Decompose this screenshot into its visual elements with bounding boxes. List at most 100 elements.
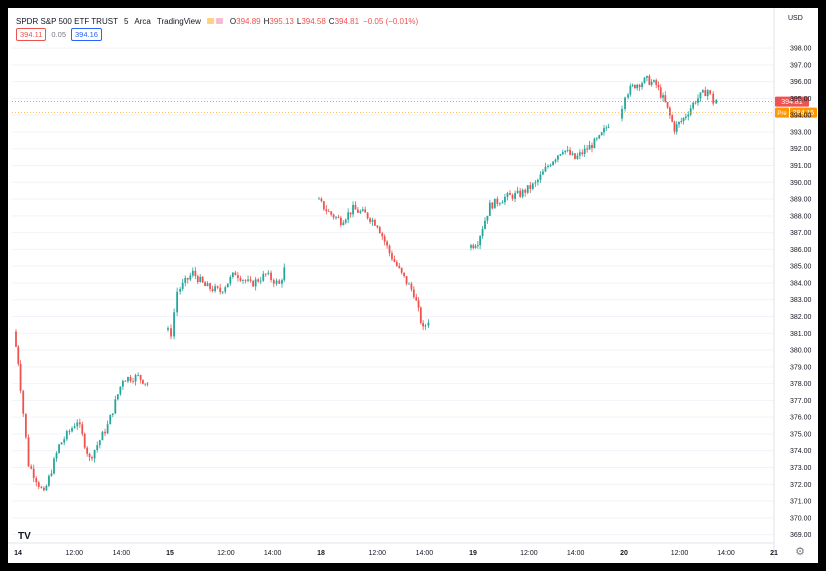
candle-body xyxy=(201,276,204,283)
candle-body xyxy=(408,283,410,285)
candle-body xyxy=(226,283,229,288)
candle-body xyxy=(116,394,119,400)
candlestick-chart[interactable]: 394.81 Pre 394.15 369.00 370.00 371.00 372.00… xyxy=(8,8,818,563)
y-tick-label: 390.00 xyxy=(790,180,812,187)
candle-body xyxy=(176,291,179,313)
y-tick-label: 374.00 xyxy=(790,448,812,455)
candle-body xyxy=(101,431,104,441)
x-tick-label: 21 xyxy=(770,550,778,557)
candle-body xyxy=(19,363,22,391)
ask-button[interactable]: 394.16 xyxy=(71,28,102,41)
candle-body xyxy=(111,413,114,415)
candle-body xyxy=(63,439,66,443)
candle-body xyxy=(496,198,499,204)
candle-body xyxy=(646,75,648,78)
market-status-icon[interactable] xyxy=(206,18,214,24)
candle-body xyxy=(249,279,252,281)
candle-body xyxy=(701,90,704,93)
candle-body xyxy=(671,115,674,122)
candle-body xyxy=(278,280,281,284)
candle-body xyxy=(699,92,702,99)
candle-body xyxy=(354,204,357,210)
candle-body xyxy=(244,280,247,281)
candle-body xyxy=(415,297,418,301)
candle-body xyxy=(129,376,132,382)
candle-body xyxy=(109,414,112,425)
candle-body xyxy=(272,279,275,284)
candle-body xyxy=(657,84,660,88)
candle-body xyxy=(697,98,699,103)
candle-body xyxy=(591,144,593,149)
y-tick-label: 397.00 xyxy=(790,62,812,69)
x-tick-label: 12:00 xyxy=(368,550,386,557)
candle-body xyxy=(374,219,376,226)
y-tick-label: 386.00 xyxy=(790,247,812,254)
pre-price-tag xyxy=(790,107,817,118)
chart-frame[interactable]: 394.81 Pre 394.15 369.00 370.00 371.00 372.00… xyxy=(8,8,818,563)
candle-body xyxy=(673,121,676,132)
x-tick-label: 14 xyxy=(14,550,22,557)
open-label: O xyxy=(229,16,237,26)
candle-body xyxy=(91,457,93,459)
candle-body xyxy=(549,165,552,167)
candle-body xyxy=(369,218,371,222)
candle-body xyxy=(264,273,267,275)
tradingview-logo-icon[interactable]: TV xyxy=(18,531,31,542)
x-tick-label: 14:00 xyxy=(717,550,735,557)
candle-body xyxy=(199,276,202,283)
candle-body xyxy=(211,288,214,292)
candle-body xyxy=(189,275,192,280)
candle-body xyxy=(578,152,581,156)
realtime-flag-icon[interactable] xyxy=(215,18,223,24)
candle-body xyxy=(557,155,559,160)
candle-body xyxy=(678,121,680,125)
interval[interactable]: 5 xyxy=(123,16,129,26)
high-value: 395.13 xyxy=(269,16,294,26)
candle-body xyxy=(403,272,406,277)
candle-body xyxy=(470,245,472,248)
candle-body xyxy=(662,95,664,98)
candle-body xyxy=(680,121,683,122)
candle-body xyxy=(488,202,491,216)
candle-body xyxy=(536,179,539,183)
candle-body xyxy=(627,94,629,98)
candle-body xyxy=(122,380,124,387)
candle-body xyxy=(327,211,330,212)
candle-body xyxy=(283,267,286,281)
candle-body xyxy=(419,307,422,323)
candle-body xyxy=(96,445,99,451)
gear-icon[interactable]: ⚙ xyxy=(795,546,805,558)
candle-body xyxy=(629,85,632,95)
candle-body xyxy=(481,229,484,237)
candle-body xyxy=(239,277,242,281)
currency-selector[interactable]: USD xyxy=(788,15,803,22)
candle-body xyxy=(347,212,350,220)
y-tick-label: 384.00 xyxy=(790,280,812,287)
last-price-tag xyxy=(775,96,809,107)
candle-body xyxy=(692,102,695,109)
bid-button[interactable]: 394.11 xyxy=(16,28,47,41)
candle-body xyxy=(509,193,511,195)
candle-body xyxy=(78,422,81,425)
open-value: 394.89 xyxy=(236,16,261,26)
pre-tag-box xyxy=(775,107,789,118)
symbol-name[interactable]: SPDR S&P 500 ETF TRUST xyxy=(16,16,118,26)
candle-body xyxy=(474,246,477,248)
candle-body xyxy=(48,475,50,486)
candle-body xyxy=(214,286,217,292)
candle-body xyxy=(412,289,415,298)
candle-body xyxy=(139,375,142,380)
candle-body xyxy=(634,84,636,89)
y-tick-label: 373.00 xyxy=(790,465,812,472)
candle-body xyxy=(636,84,639,89)
candle-body xyxy=(98,440,101,446)
candle-body xyxy=(648,75,651,85)
candle-body xyxy=(194,270,197,277)
exchange: Arca xyxy=(134,16,151,26)
y-tick-label: 375.00 xyxy=(790,431,812,438)
candle-body xyxy=(342,222,345,226)
candle-body xyxy=(514,192,516,199)
candle-body xyxy=(22,390,25,414)
x-tick-label: 14:00 xyxy=(416,550,434,557)
candle-body xyxy=(142,379,144,384)
